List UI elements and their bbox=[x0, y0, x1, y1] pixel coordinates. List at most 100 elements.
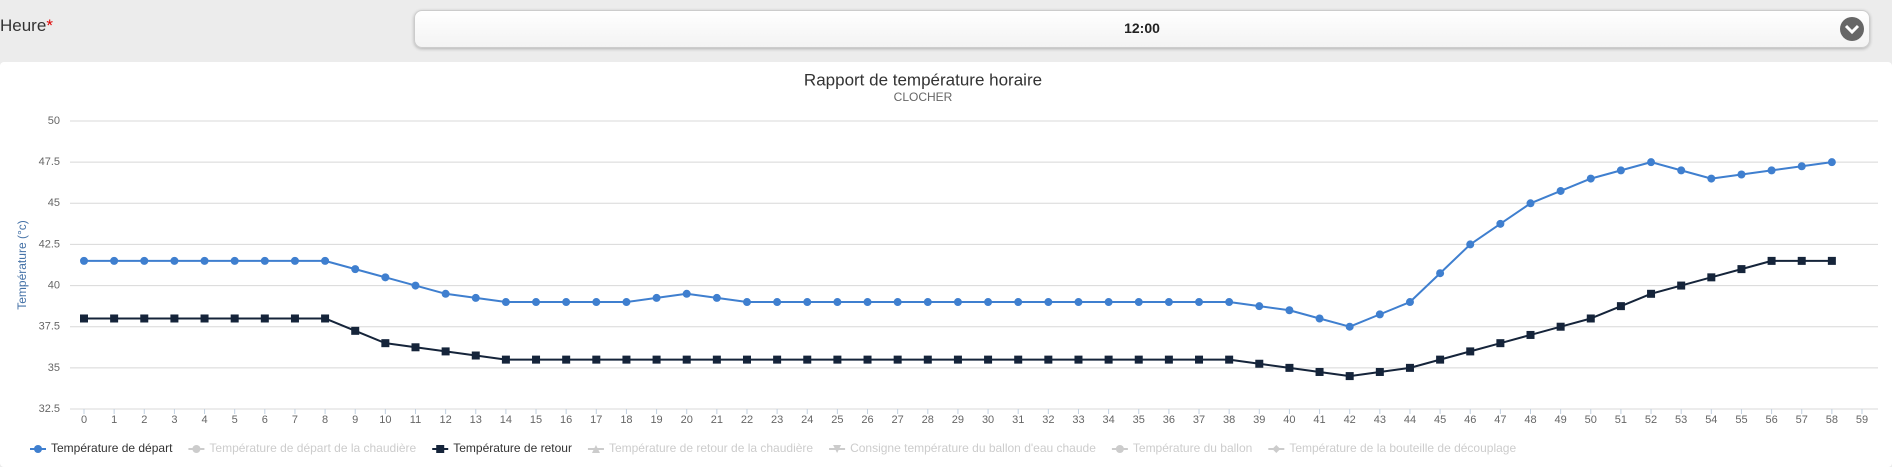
legend-marker bbox=[1272, 445, 1281, 453]
data-point bbox=[1526, 330, 1535, 339]
data-point bbox=[321, 314, 330, 323]
x-tick-label: 8 bbox=[322, 414, 328, 426]
data-point bbox=[893, 298, 902, 307]
x-tick-label: 42 bbox=[1344, 414, 1356, 426]
chart: Rapport de température horaire CLOCHER T… bbox=[15, 70, 1878, 455]
x-tick-label: 41 bbox=[1313, 414, 1325, 426]
hour-select[interactable]: 12:00 bbox=[414, 10, 1870, 48]
selected-value: 12:00 bbox=[1124, 20, 1160, 36]
data-point bbox=[833, 298, 842, 307]
data-point bbox=[682, 289, 691, 298]
y-tick-label: 32.5 bbox=[39, 403, 60, 415]
x-tick-label: 51 bbox=[1615, 414, 1627, 426]
data-point bbox=[592, 298, 601, 307]
data-point bbox=[1405, 298, 1414, 307]
data-point bbox=[1526, 199, 1535, 208]
data-point bbox=[682, 355, 691, 364]
x-tick-label: 35 bbox=[1133, 414, 1145, 426]
y-tick-label: 42.5 bbox=[39, 238, 60, 250]
data-point bbox=[441, 289, 450, 298]
chart-subtitle: CLOCHER bbox=[894, 90, 953, 104]
data-point bbox=[984, 355, 993, 364]
legend-marker bbox=[833, 445, 842, 453]
data-point bbox=[652, 293, 661, 302]
data-point bbox=[441, 347, 450, 356]
data-point bbox=[1134, 298, 1143, 307]
data-point bbox=[351, 265, 360, 274]
data-point bbox=[260, 256, 269, 265]
data-point bbox=[622, 355, 631, 364]
data-point bbox=[1647, 289, 1656, 298]
field-label: Heure* bbox=[0, 16, 53, 36]
data-point bbox=[742, 298, 751, 307]
data-point bbox=[1496, 219, 1505, 228]
data-point bbox=[773, 298, 782, 307]
data-point bbox=[80, 314, 88, 323]
x-tick-label: 44 bbox=[1404, 414, 1416, 426]
data-point bbox=[501, 355, 510, 364]
data-point bbox=[893, 355, 902, 364]
legend-item[interactable]: Température du ballon bbox=[1111, 441, 1252, 455]
data-point bbox=[622, 298, 631, 307]
legend-label: Température de départ de la chaudière bbox=[209, 441, 416, 455]
x-tick-label: 29 bbox=[952, 414, 964, 426]
data-point bbox=[1225, 298, 1234, 307]
legend-item[interactable]: Température de départ de la chaudière bbox=[188, 441, 417, 455]
data-point bbox=[1496, 339, 1505, 348]
y-tick-label: 45 bbox=[48, 197, 60, 209]
data-point bbox=[230, 256, 239, 265]
legend-marker bbox=[34, 445, 42, 453]
x-tick-label: 49 bbox=[1555, 414, 1567, 426]
data-point bbox=[1375, 310, 1384, 319]
y-tick-label: 50 bbox=[48, 115, 60, 127]
data-point bbox=[953, 298, 962, 307]
data-point bbox=[1014, 355, 1023, 364]
x-tick-label: 9 bbox=[352, 414, 358, 426]
data-point bbox=[1616, 166, 1625, 175]
data-point bbox=[1074, 298, 1083, 307]
data-point bbox=[1767, 256, 1776, 265]
legend-item[interactable]: Température de retour bbox=[432, 441, 572, 455]
x-tick-label: 13 bbox=[470, 414, 482, 426]
x-tick-label: 27 bbox=[892, 414, 904, 426]
data-point bbox=[1225, 355, 1234, 364]
data-point bbox=[1405, 363, 1414, 372]
data-point bbox=[1375, 367, 1384, 376]
data-point bbox=[411, 343, 420, 352]
x-tick-label: 0 bbox=[81, 414, 87, 426]
x-tick-label: 40 bbox=[1283, 414, 1295, 426]
x-tick-label: 2 bbox=[141, 414, 147, 426]
x-tick-label: 34 bbox=[1102, 414, 1114, 426]
data-point bbox=[80, 256, 88, 265]
x-tick-label: 16 bbox=[560, 414, 572, 426]
data-point bbox=[1255, 359, 1264, 368]
x-tick-label: 54 bbox=[1705, 414, 1717, 426]
required-mark: * bbox=[46, 16, 53, 35]
data-point bbox=[1677, 166, 1686, 175]
data-point bbox=[712, 355, 721, 364]
data-point bbox=[652, 355, 661, 364]
data-point bbox=[1827, 256, 1836, 265]
x-tick-label: 36 bbox=[1163, 414, 1175, 426]
legend-item[interactable]: Température de retour de la chaudière bbox=[587, 441, 813, 455]
data-point bbox=[1677, 281, 1686, 290]
data-point bbox=[140, 256, 149, 265]
data-point bbox=[110, 256, 119, 265]
legend-item[interactable]: Température de départ bbox=[30, 441, 173, 455]
x-tick-label: 53 bbox=[1675, 414, 1687, 426]
data-point bbox=[1044, 355, 1053, 364]
x-tick-label: 12 bbox=[440, 414, 452, 426]
x-tick-label: 38 bbox=[1223, 414, 1235, 426]
data-point bbox=[863, 355, 872, 364]
legend-marker bbox=[591, 445, 600, 453]
data-point bbox=[592, 355, 601, 364]
data-point bbox=[923, 355, 932, 364]
data-point bbox=[803, 355, 812, 364]
legend-item[interactable]: Consigne température du ballon d'eau cha… bbox=[829, 441, 1096, 455]
x-tick-label: 5 bbox=[232, 414, 238, 426]
y-tick-label: 47.5 bbox=[39, 156, 60, 168]
legend-item[interactable]: Température de la bouteille de découplag… bbox=[1268, 441, 1516, 455]
data-point bbox=[1315, 314, 1324, 323]
x-tick-label: 30 bbox=[982, 414, 994, 426]
